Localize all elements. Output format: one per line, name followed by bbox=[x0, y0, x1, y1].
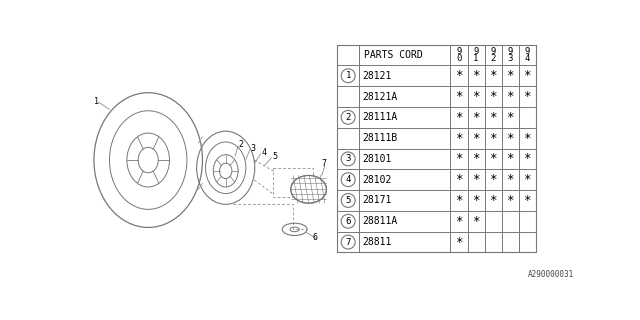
Text: 5: 5 bbox=[346, 196, 351, 205]
Text: 4: 4 bbox=[346, 175, 351, 184]
Text: 1: 1 bbox=[94, 97, 99, 106]
Text: 28811: 28811 bbox=[362, 237, 392, 247]
Text: *: * bbox=[490, 90, 497, 103]
Text: 6: 6 bbox=[346, 217, 351, 226]
Text: *: * bbox=[524, 132, 531, 145]
Text: 5: 5 bbox=[272, 152, 277, 161]
Text: 1: 1 bbox=[346, 71, 351, 80]
Text: 28121A: 28121A bbox=[362, 92, 397, 101]
Text: *: * bbox=[490, 152, 497, 165]
Text: *: * bbox=[506, 132, 514, 145]
Text: *: * bbox=[524, 173, 531, 186]
Text: 7: 7 bbox=[346, 237, 351, 247]
Text: 28111B: 28111B bbox=[362, 133, 397, 143]
Text: *: * bbox=[506, 90, 514, 103]
Text: *: * bbox=[524, 194, 531, 207]
Text: *: * bbox=[455, 194, 463, 207]
Text: 7: 7 bbox=[321, 159, 326, 168]
Text: *: * bbox=[455, 152, 463, 165]
Ellipse shape bbox=[282, 223, 307, 236]
Text: 28171: 28171 bbox=[362, 196, 392, 205]
Text: 6: 6 bbox=[312, 233, 317, 242]
Text: *: * bbox=[472, 90, 480, 103]
Text: 2: 2 bbox=[490, 53, 496, 62]
Text: 28121: 28121 bbox=[362, 71, 392, 81]
Text: *: * bbox=[455, 173, 463, 186]
Text: 9: 9 bbox=[456, 47, 461, 56]
Text: A290000031: A290000031 bbox=[528, 270, 575, 279]
Text: 3: 3 bbox=[508, 53, 513, 62]
Text: 9: 9 bbox=[474, 47, 479, 56]
Text: *: * bbox=[455, 236, 463, 249]
Text: *: * bbox=[490, 132, 497, 145]
Text: *: * bbox=[490, 69, 497, 82]
Text: *: * bbox=[490, 173, 497, 186]
Text: *: * bbox=[524, 69, 531, 82]
Text: *: * bbox=[524, 152, 531, 165]
Text: 2: 2 bbox=[239, 140, 244, 149]
Text: 2: 2 bbox=[346, 113, 351, 122]
Bar bbox=[337, 44, 536, 252]
Text: 4: 4 bbox=[261, 148, 266, 157]
Text: 28101: 28101 bbox=[362, 154, 392, 164]
Text: 28111A: 28111A bbox=[362, 112, 397, 122]
Text: *: * bbox=[455, 215, 463, 228]
Text: *: * bbox=[524, 90, 531, 103]
Text: *: * bbox=[506, 69, 514, 82]
Text: 28811A: 28811A bbox=[362, 216, 397, 226]
Text: *: * bbox=[472, 194, 480, 207]
Text: PARTS CORD: PARTS CORD bbox=[365, 50, 423, 60]
Bar bbox=[273, 168, 313, 197]
Text: *: * bbox=[472, 132, 480, 145]
Text: *: * bbox=[506, 152, 514, 165]
Text: 9: 9 bbox=[508, 47, 513, 56]
Text: *: * bbox=[490, 194, 497, 207]
Text: *: * bbox=[472, 152, 480, 165]
Text: *: * bbox=[506, 111, 514, 124]
Text: 28102: 28102 bbox=[362, 175, 392, 185]
Text: *: * bbox=[455, 132, 463, 145]
Text: *: * bbox=[472, 215, 480, 228]
Text: 1: 1 bbox=[474, 53, 479, 62]
Text: 9: 9 bbox=[525, 47, 530, 56]
Text: *: * bbox=[472, 111, 480, 124]
Text: 3: 3 bbox=[250, 144, 255, 153]
Text: 9: 9 bbox=[490, 47, 496, 56]
Text: *: * bbox=[455, 90, 463, 103]
Text: *: * bbox=[490, 111, 497, 124]
Text: 3: 3 bbox=[346, 155, 351, 164]
Ellipse shape bbox=[291, 175, 326, 203]
Text: *: * bbox=[472, 173, 480, 186]
Text: *: * bbox=[455, 111, 463, 124]
Text: *: * bbox=[506, 194, 514, 207]
Text: 0: 0 bbox=[456, 53, 461, 62]
Text: *: * bbox=[455, 69, 463, 82]
Text: *: * bbox=[472, 69, 480, 82]
Text: 4: 4 bbox=[525, 53, 530, 62]
Text: *: * bbox=[506, 173, 514, 186]
